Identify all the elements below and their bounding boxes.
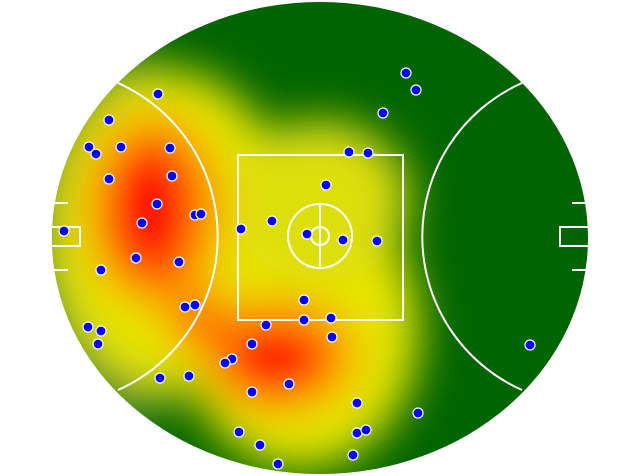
point [164,142,176,154]
point [189,299,201,311]
point [246,338,258,350]
point [83,141,95,153]
field-lines [52,82,588,391]
point [82,321,94,333]
point [130,252,142,264]
point [154,372,166,384]
point [360,424,372,436]
point [235,223,247,235]
point [283,378,295,390]
point [90,148,102,160]
point [343,146,355,158]
point [103,114,115,126]
goal-posts [52,202,588,271]
point [325,312,337,324]
point [166,170,178,182]
point [95,264,107,276]
point [152,88,164,100]
point [298,314,310,326]
point [233,426,245,438]
point [260,319,272,331]
point [183,370,195,382]
point [219,357,231,369]
point [136,217,148,229]
right-arc [421,82,523,391]
point [377,107,389,119]
point [301,228,313,240]
centre-square [237,154,404,321]
point [173,256,185,268]
right-goal-square [559,226,588,247]
point [298,294,310,306]
point [410,84,422,96]
point [115,141,127,153]
point [272,458,284,470]
point [362,147,374,159]
point [92,338,104,350]
point [254,439,266,451]
point [151,198,163,210]
point [195,208,207,220]
point [103,173,115,185]
point [95,325,107,337]
points [58,67,536,470]
point [337,234,349,246]
point [371,235,383,247]
point [412,407,424,419]
point [524,339,536,351]
point [320,179,332,191]
point [400,67,412,79]
point [351,397,363,409]
point [266,215,278,227]
point [326,331,338,343]
point [246,386,258,398]
point [347,449,359,461]
point [58,225,70,237]
left-arc [117,82,219,391]
point [179,301,191,313]
